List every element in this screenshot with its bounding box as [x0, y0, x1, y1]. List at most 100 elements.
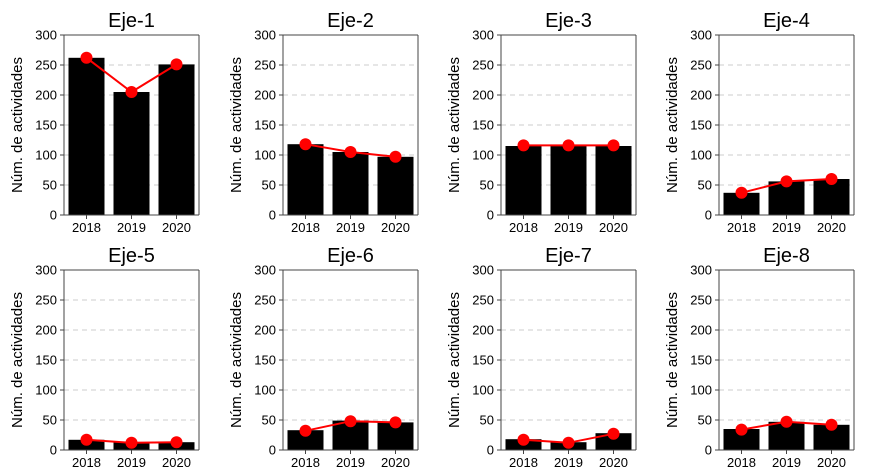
y-tick-label: 200 [254, 323, 276, 338]
y-tick-label: 250 [254, 293, 276, 308]
y-tick-label: 0 [269, 208, 276, 223]
y-tick-label: 0 [705, 208, 712, 223]
line-point-2020 [389, 150, 402, 163]
line-point-2018 [517, 433, 530, 446]
y-tick-label: 50 [698, 178, 712, 193]
bar-2018 [723, 429, 760, 450]
chart-panel-5: 0 50 100 150 200 250 300 2018 2019 2020 Eje-5 Núm. … [9, 245, 200, 470]
y-tick-label: 200 [472, 323, 494, 338]
line-point-2019 [562, 139, 575, 152]
y-tick-label: 200 [690, 323, 712, 338]
bar-2018 [505, 146, 542, 215]
x-tick-label: 2018 [291, 455, 320, 470]
y-tick-label: 100 [472, 148, 494, 163]
y-tick-label: 300 [254, 28, 276, 43]
line-point-2019 [125, 436, 138, 449]
chart-title: Eje-8 [763, 245, 810, 267]
line-point-2020 [170, 436, 183, 449]
line-point-2020 [389, 416, 402, 429]
y-tick-label: 200 [690, 88, 712, 103]
x-tick-label: 2018 [727, 455, 756, 470]
y-tick-label: 300 [472, 28, 494, 43]
x-tick-label: 2019 [772, 455, 801, 470]
chart-panel-6: 0 50 100 150 200 250 300 2018 2019 2020 Eje-6 Núm. … [228, 245, 419, 470]
y-tick-label: 150 [254, 353, 276, 368]
y-tick-label: 250 [472, 58, 494, 73]
y-tick-label: 150 [690, 353, 712, 368]
bar-2018 [68, 57, 105, 215]
x-tick-label: 2020 [599, 455, 628, 470]
x-tick-label: 2020 [381, 220, 410, 235]
y-tick-label: 250 [690, 293, 712, 308]
y-tick-label: 50 [698, 413, 712, 428]
chart-panel-4: 0 50 100 150 200 250 300 2018 2019 2020 Eje-4 Núm. … [664, 10, 855, 235]
y-tick-label: 50 [262, 178, 276, 193]
y-tick-label: 300 [254, 263, 276, 278]
line-point-2018 [80, 51, 93, 64]
y-tick-label: 50 [262, 413, 276, 428]
x-tick-label: 2020 [817, 455, 846, 470]
y-tick-label: 0 [487, 443, 494, 458]
y-tick-label: 300 [690, 263, 712, 278]
x-tick-label: 2020 [162, 455, 191, 470]
y-axis-label: Núm. de actividades [664, 292, 681, 428]
y-tick-label: 300 [690, 28, 712, 43]
chart-title: Eje-4 [763, 10, 810, 32]
y-tick-label: 200 [35, 88, 57, 103]
chart-title: Eje-1 [108, 10, 155, 32]
line-point-2019 [344, 415, 357, 428]
chart-panel-2: 0 50 100 150 200 250 300 2018 2019 2020 Eje-2 Núm. … [228, 10, 419, 235]
y-tick-label: 300 [472, 263, 494, 278]
line-point-2020 [825, 173, 838, 185]
line-point-2020 [170, 58, 183, 71]
y-tick-label: 150 [35, 353, 57, 368]
y-tick-label: 250 [35, 293, 57, 308]
y-tick-label: 100 [35, 383, 57, 398]
bar-2020 [595, 433, 632, 450]
bar-2018 [287, 430, 324, 450]
chart-title: Eje-7 [545, 245, 592, 267]
y-axis-label: Núm. de actividades [9, 57, 26, 193]
line-point-2020 [607, 427, 620, 440]
bar-2018 [287, 144, 324, 215]
y-tick-label: 50 [480, 413, 494, 428]
y-axis-label: Núm. de actividades [664, 57, 681, 193]
y-tick-label: 50 [43, 178, 57, 193]
x-tick-label: 2019 [117, 455, 146, 470]
chart-title: Eje-6 [327, 245, 374, 267]
x-tick-label: 2020 [599, 220, 628, 235]
y-tick-label: 200 [472, 88, 494, 103]
y-tick-label: 150 [690, 118, 712, 133]
x-tick-label: 2019 [554, 455, 583, 470]
y-tick-label: 0 [50, 443, 57, 458]
y-tick-label: 250 [35, 58, 57, 73]
y-tick-label: 300 [35, 28, 57, 43]
x-tick-label: 2019 [336, 455, 365, 470]
x-tick-label: 2018 [72, 455, 101, 470]
line-point-2019 [562, 436, 575, 449]
line-point-2018 [80, 433, 93, 446]
x-tick-label: 2018 [291, 220, 320, 235]
y-axis-label: Núm. de actividades [446, 57, 463, 193]
bar-2020 [158, 64, 195, 216]
x-tick-label: 2020 [817, 220, 846, 235]
bar-2020 [377, 156, 414, 215]
x-tick-label: 2019 [336, 220, 365, 235]
y-axis-label: Núm. de actividades [9, 292, 26, 428]
chart-title: Eje-5 [108, 245, 155, 267]
y-tick-label: 100 [472, 383, 494, 398]
y-tick-label: 200 [254, 88, 276, 103]
line-point-2019 [125, 86, 138, 98]
y-tick-label: 300 [35, 263, 57, 278]
y-tick-label: 250 [472, 293, 494, 308]
y-tick-label: 0 [50, 208, 57, 223]
x-tick-label: 2019 [554, 220, 583, 235]
y-tick-label: 100 [35, 148, 57, 163]
bar-2020 [595, 146, 632, 215]
y-tick-label: 50 [480, 178, 494, 193]
chart-panel-3: 0 50 100 150 200 250 300 2018 2019 2020 Eje-3 Núm. … [446, 10, 637, 235]
y-tick-label: 100 [254, 383, 276, 398]
bar-2019 [332, 152, 369, 215]
x-tick-label: 2018 [509, 220, 538, 235]
